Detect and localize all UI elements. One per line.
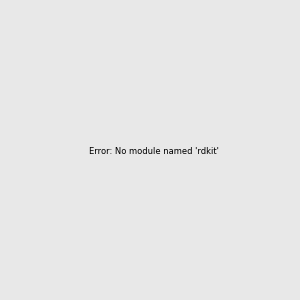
Text: Error: No module named 'rdkit': Error: No module named 'rdkit' (89, 147, 219, 156)
